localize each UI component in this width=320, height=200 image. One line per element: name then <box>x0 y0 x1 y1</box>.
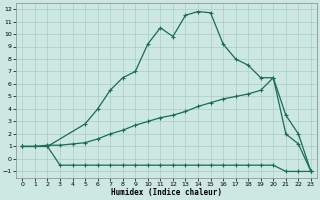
X-axis label: Humidex (Indice chaleur): Humidex (Indice chaleur) <box>111 188 222 197</box>
